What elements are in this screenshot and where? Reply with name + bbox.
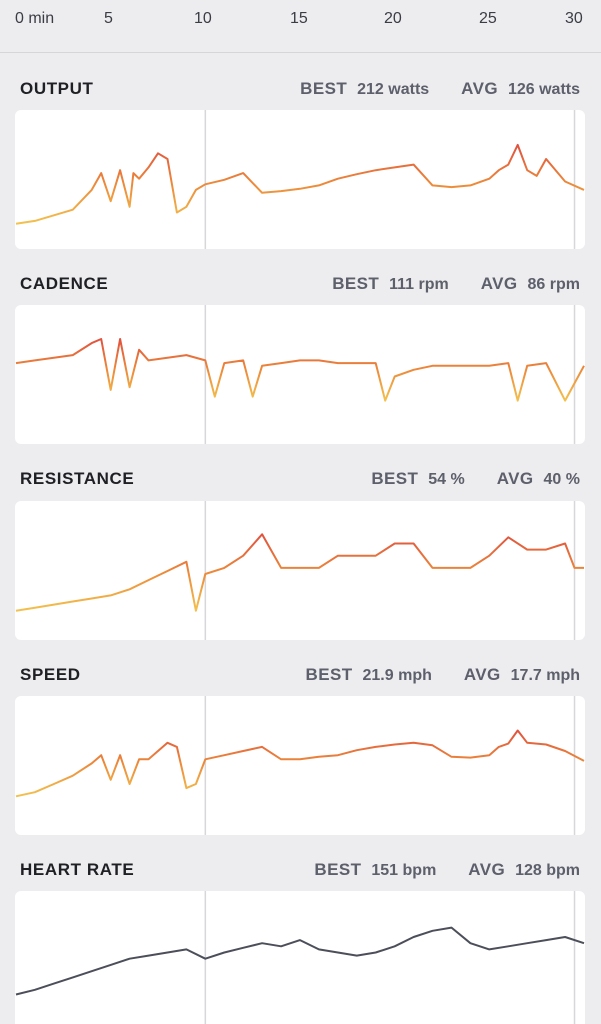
avg-label: AVG bbox=[461, 79, 498, 98]
best-label: BEST bbox=[371, 469, 419, 488]
best-value: 21.9 mph bbox=[362, 667, 432, 684]
best-label: BEST bbox=[332, 274, 380, 293]
avg-stat: AVG 17.7 mph bbox=[464, 665, 580, 685]
avg-value: 40 % bbox=[543, 471, 580, 488]
avg-stat: AVG 128 bpm bbox=[468, 860, 580, 880]
metric-title: RESISTANCE bbox=[20, 469, 135, 488]
time-tick: 25 bbox=[479, 10, 497, 27]
heart-rate-chart-card[interactable] bbox=[15, 891, 585, 1024]
time-tick: 10 bbox=[194, 10, 212, 27]
output-chart-card[interactable] bbox=[15, 110, 585, 249]
output-chart bbox=[15, 110, 585, 249]
metric-stats: BEST 21.9 mph AVG 17.7 mph bbox=[274, 665, 580, 685]
time-axis: 0 min 5 10 15 20 25 30 bbox=[0, 0, 601, 53]
avg-label: AVG bbox=[468, 860, 506, 879]
best-stat: BEST 21.9 mph bbox=[306, 665, 432, 685]
heart-rate-chart bbox=[15, 891, 585, 1024]
best-value: 111 rpm bbox=[389, 276, 449, 293]
avg-stat: AVG 126 watts bbox=[461, 79, 580, 99]
series-line bbox=[15, 926, 585, 996]
best-label: BEST bbox=[314, 860, 362, 879]
avg-label: AVG bbox=[480, 274, 518, 293]
metric-stats: BEST 151 bpm AVG 128 bpm bbox=[282, 860, 580, 880]
time-tick: 30 bbox=[565, 10, 583, 27]
best-stat: BEST 111 rpm bbox=[332, 274, 449, 294]
best-label: BEST bbox=[300, 79, 348, 98]
time-tick: 5 bbox=[104, 10, 113, 27]
series-line bbox=[15, 338, 585, 402]
speed-chart bbox=[15, 696, 585, 835]
best-stat: BEST 151 bpm bbox=[314, 860, 436, 880]
best-stat: BEST 212 watts bbox=[300, 79, 429, 99]
cadence-chart bbox=[15, 305, 585, 444]
metric-title: CADENCE bbox=[20, 274, 109, 293]
resistance-chart-card[interactable] bbox=[15, 501, 585, 640]
speed-chart-card[interactable] bbox=[15, 696, 585, 835]
series-line bbox=[15, 729, 585, 798]
best-value: 151 bpm bbox=[371, 862, 437, 879]
best-value: 212 watts bbox=[357, 81, 430, 98]
series-line bbox=[15, 143, 585, 225]
avg-value: 128 bpm bbox=[515, 862, 580, 879]
metric-stats: BEST 111 rpm AVG 86 rpm bbox=[300, 274, 580, 294]
metric-title: SPEED bbox=[20, 665, 81, 684]
best-value: 54 % bbox=[428, 471, 465, 488]
avg-value: 86 rpm bbox=[527, 276, 580, 293]
metric-stats: BEST 212 watts AVG 126 watts bbox=[268, 79, 580, 99]
resistance-chart bbox=[15, 501, 584, 640]
avg-stat: AVG 40 % bbox=[497, 469, 580, 489]
avg-stat: AVG 86 rpm bbox=[481, 274, 580, 294]
metric-stats: BEST 54 % AVG 40 % bbox=[339, 469, 580, 489]
metric-title: HEART RATE bbox=[20, 860, 135, 879]
time-tick: 20 bbox=[384, 10, 402, 27]
time-tick: 15 bbox=[290, 10, 308, 27]
metric-title: OUTPUT bbox=[20, 79, 94, 98]
series-line bbox=[15, 533, 584, 612]
time-tick: 0 min bbox=[15, 10, 55, 27]
best-stat: BEST 54 % bbox=[371, 469, 464, 489]
avg-label: AVG bbox=[496, 469, 534, 488]
avg-value: 126 watts bbox=[507, 81, 580, 98]
avg-label: AVG bbox=[463, 665, 501, 684]
cadence-chart-card[interactable] bbox=[15, 305, 585, 444]
best-label: BEST bbox=[305, 665, 353, 684]
avg-value: 17.7 mph bbox=[510, 667, 580, 684]
